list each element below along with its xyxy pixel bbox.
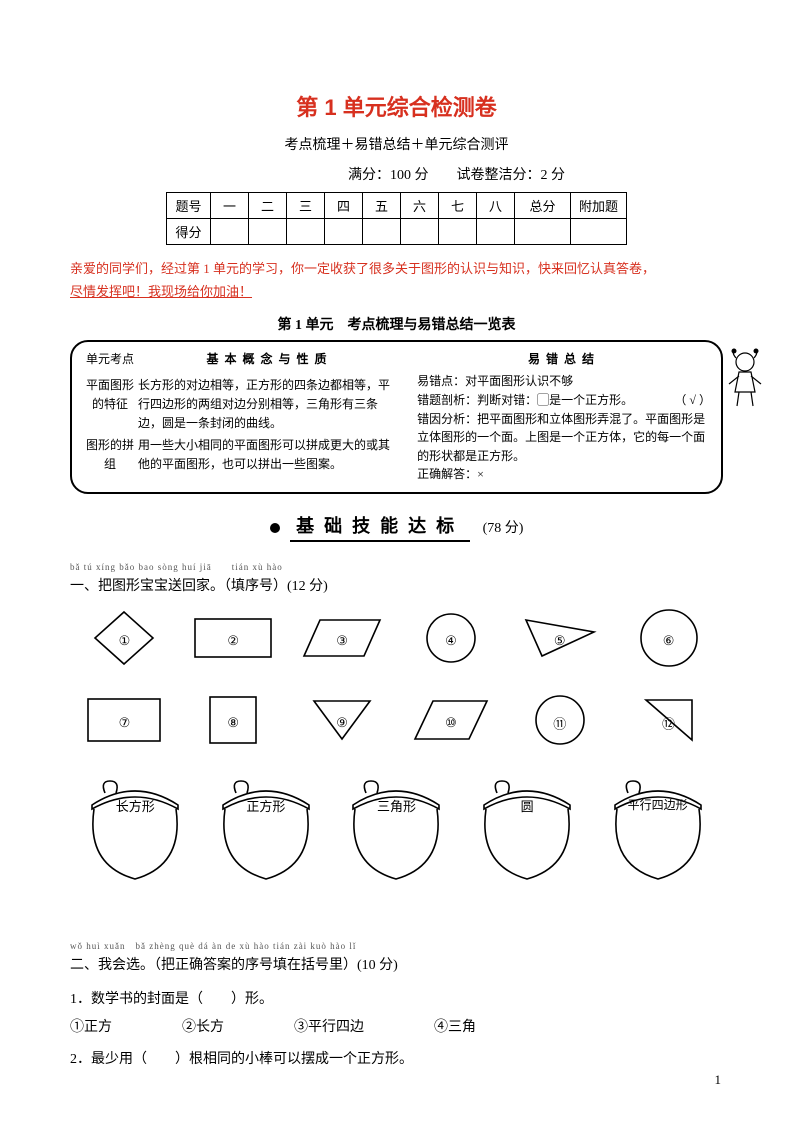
shapes-row-1: ① ② ③ ④ ⑤ ⑥ xyxy=(70,609,723,673)
shape-circle: ⑥ xyxy=(626,607,712,674)
err-line: 易错点：对平面图形认识不够 xyxy=(417,372,711,391)
basket[interactable]: 正方形 xyxy=(210,775,322,909)
intro-line: 亲爱的同学们，经过第 1 单元的学习，你一定收获了很多关于图形的认识与知识，快来… xyxy=(70,261,655,276)
shape-rectangle: ② xyxy=(190,617,276,664)
shape-diamond: ① xyxy=(81,608,167,673)
basket-label: 三角形 xyxy=(340,796,452,815)
basket[interactable]: 圆 xyxy=(471,775,583,909)
page-number: 1 xyxy=(715,1072,722,1088)
girl-icon xyxy=(725,348,765,408)
table-row: 得分 xyxy=(167,219,627,245)
basket-label: 圆 xyxy=(471,796,583,815)
row-text: 用一些大小相同的平面图形可以拼成更大的或其他的平面图形，也可以拼出一些图案。 xyxy=(138,436,401,473)
right-head: 易错总结 xyxy=(417,350,711,369)
section-points: (78 分) xyxy=(483,521,524,536)
shapes-row-2: ⑦ ⑧ ⑨ ⑩ ⑪ ⑫ xyxy=(70,691,723,755)
cell[interactable] xyxy=(515,219,571,245)
cell[interactable] xyxy=(401,219,439,245)
shape-square: ⑧ xyxy=(190,695,276,750)
basket[interactable]: 三角形 xyxy=(340,775,452,909)
th: 七 xyxy=(439,193,477,219)
cell[interactable] xyxy=(571,219,627,245)
intro-text: 亲爱的同学们，经过第 1 单元的学习，你一定收获了很多关于图形的认识与知识，快来… xyxy=(70,257,723,304)
shape-circle: ④ xyxy=(408,611,494,670)
option[interactable]: ④三角 xyxy=(434,1016,476,1036)
th: 题号 xyxy=(167,193,211,219)
th: 三 xyxy=(287,193,325,219)
cell[interactable] xyxy=(287,219,325,245)
col-label: 单元考点 xyxy=(82,350,138,373)
q2-sub1: 1．数学书的封面是（ ）形。 xyxy=(70,988,723,1008)
err-line: 正确解答：× xyxy=(417,465,711,484)
row-label: 图形的拼组 xyxy=(82,436,138,473)
th: 八 xyxy=(477,193,515,219)
basket-label: 平行四边形 xyxy=(602,796,714,813)
th: 六 xyxy=(401,193,439,219)
shape-rectangle: ⑦ xyxy=(81,697,167,748)
q2-sub2: 2．最少用（ ）根相同的小棒可以摆成一个正方形。 xyxy=(70,1048,723,1068)
question-1: 一、把图形宝宝送回家。（填序号）(12 分) xyxy=(70,575,723,595)
basket-label: 正方形 xyxy=(210,796,322,815)
row-text: 长方形的对边相等，正方形的四条边都相等，平行四边形的两组对边分别相等，三角形有三… xyxy=(138,376,401,432)
option[interactable]: ①正方 xyxy=(70,1016,112,1036)
question-2: 二、我会选。（把正确答案的序号填在括号里）(10 分) xyxy=(70,954,723,974)
q2-options: ①正方 ②长方 ③平行四边 ④三角 xyxy=(70,1016,723,1036)
table-row: 题号 一 二 三 四 五 六 七 八 总分 附加题 xyxy=(167,193,627,219)
pinyin: bǎ tú xíng bǎo bao sòng huí jiā tián xù … xyxy=(70,560,723,573)
option[interactable]: ③平行四边 xyxy=(294,1016,364,1036)
th: 一 xyxy=(211,193,249,219)
cell[interactable] xyxy=(477,219,515,245)
th: 总分 xyxy=(515,193,571,219)
th: 四 xyxy=(325,193,363,219)
basket[interactable]: 平行四边形 xyxy=(602,775,714,909)
shape-triangle: ⑨ xyxy=(299,697,385,748)
basket-label: 长方形 xyxy=(79,796,191,815)
cell[interactable] xyxy=(211,219,249,245)
row-label: 平面图形的特征 xyxy=(82,376,138,432)
th: 二 xyxy=(249,193,287,219)
summary-wrap: 单元考点 基本概念与性质 平面图形的特征 长方形的对边相等，正方形的四条边都相等… xyxy=(70,340,723,494)
baskets-row: 长方形 正方形 三角形 圆 平行四边形 xyxy=(70,775,723,909)
option[interactable]: ②长方 xyxy=(182,1016,224,1036)
summary-title: 第 1 单元 考点梳理与易错总结一览表 xyxy=(70,314,723,334)
cell[interactable] xyxy=(249,219,287,245)
row-label: 得分 xyxy=(167,219,211,245)
err-line: 错因分析：把平面图形和立体图形弄混了。平面图形是立体图形的一个面。上图是一个正方… xyxy=(417,410,711,466)
score-info: 满分：100 分 试卷整洁分：2 分 xyxy=(70,164,723,184)
summary-box: 单元考点 基本概念与性质 平面图形的特征 长方形的对边相等，正方形的四条边都相等… xyxy=(70,340,723,494)
page-title: 第 1 单元综合检测卷 xyxy=(70,90,723,122)
cell[interactable] xyxy=(439,219,477,245)
shape-parallelogram: ③ xyxy=(299,616,385,665)
dot-icon xyxy=(270,523,280,533)
left-head: 基本概念与性质 xyxy=(138,350,401,369)
shape-triangle: ⑤ xyxy=(517,616,603,665)
err-line: 错题剖析：判断对错：▢是一个正方形。 （ √ ） xyxy=(417,391,711,410)
shape-circle: ⑪ xyxy=(517,693,603,752)
shape-right-triangle: ⑫ xyxy=(626,696,712,749)
th: 附加题 xyxy=(571,193,627,219)
section-title: 基础技能达标 xyxy=(290,512,470,542)
basket[interactable]: 长方形 xyxy=(79,775,191,909)
pinyin: wǒ huì xuǎn bǎ zhèng què dá àn de xù hào… xyxy=(70,939,723,952)
th: 五 xyxy=(363,193,401,219)
intro-line-underline: 尽情发挥吧！我现场给你加油！ xyxy=(70,284,252,299)
cell[interactable] xyxy=(325,219,363,245)
cell[interactable] xyxy=(363,219,401,245)
section-header: 基础技能达标 (78 分) xyxy=(70,512,723,542)
shape-parallelogram: ⑩ xyxy=(408,697,494,748)
subtitle: 考点梳理＋易错总结＋单元综合测评 xyxy=(70,134,723,154)
score-table: 题号 一 二 三 四 五 六 七 八 总分 附加题 得分 xyxy=(166,192,627,245)
